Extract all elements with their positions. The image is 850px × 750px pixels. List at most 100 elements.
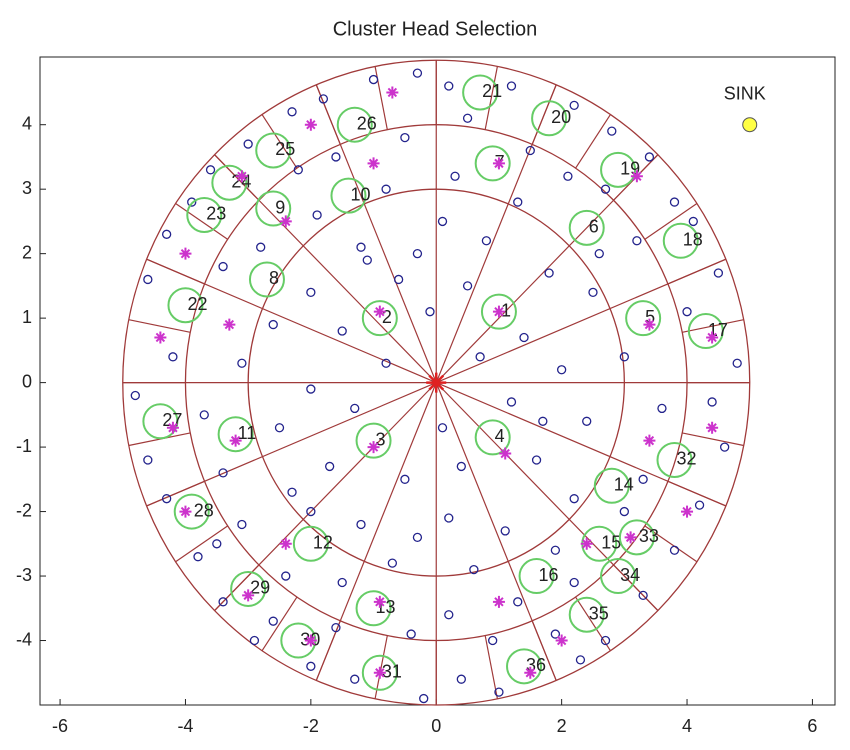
outer-sector-line [575, 114, 611, 169]
cluster-head-label: 35 [589, 603, 609, 623]
y-tick-label: 0 [22, 371, 32, 391]
cluster-head [600, 558, 637, 595]
sensor-node [287, 487, 297, 497]
sensor-node [306, 661, 316, 671]
x-tick-label: 0 [431, 716, 441, 736]
cluster-head [186, 196, 223, 233]
star-marker [179, 247, 192, 260]
cluster-head-label: 33 [639, 526, 659, 546]
sensor-node [212, 539, 222, 549]
outer-sector-line [682, 319, 744, 333]
cluster-head [625, 300, 662, 337]
cluster-head-label: 23 [206, 204, 226, 224]
sensor-node [293, 165, 303, 175]
sink [742, 117, 758, 133]
sensor-node [569, 494, 579, 504]
sensor-node [412, 68, 423, 78]
cluster-head-label: 6 [589, 217, 599, 237]
y-tick-label: -4 [16, 629, 32, 649]
outer-sector-line [374, 635, 388, 699]
sensor-node [494, 687, 504, 697]
sensor-node [538, 416, 548, 426]
sensor-node [488, 635, 498, 646]
x-tick-label: -2 [303, 716, 319, 736]
sensor-node [456, 461, 466, 472]
outer-sector-line [682, 432, 744, 447]
sensor-node [143, 274, 153, 285]
sensor-node [556, 365, 567, 375]
cluster-head-label: 34 [620, 565, 640, 585]
outer-sector-line [484, 635, 498, 699]
sensor-node [306, 287, 316, 297]
outer-sector-line [146, 258, 205, 285]
sensor-node [669, 545, 680, 555]
sensor-node [506, 397, 517, 407]
sensor-node [550, 629, 561, 639]
sensor-node [400, 474, 410, 484]
star-marker [304, 634, 317, 647]
cluster-head-label: 1 [501, 300, 511, 320]
cluster-head-label: 10 [350, 184, 370, 204]
sink-label: SINK [724, 83, 766, 103]
star-marker [223, 318, 236, 331]
sensor-node [437, 216, 448, 227]
cluster-head [600, 151, 637, 188]
star-marker [229, 434, 242, 447]
sensor-node [707, 397, 717, 407]
sensor-node [143, 455, 153, 465]
sensor-node [657, 403, 667, 414]
sensor-node [550, 545, 561, 555]
cluster-head-label: 26 [357, 113, 377, 133]
sensor-node [205, 165, 216, 175]
sensor-node [381, 184, 391, 194]
sensor-node [243, 139, 253, 149]
star-marker [367, 441, 380, 454]
cluster-head [230, 570, 267, 607]
outer-sector-line [261, 596, 298, 651]
sensor-node [400, 132, 410, 143]
sensor-node [600, 184, 611, 194]
cluster-head-label: 14 [614, 475, 634, 495]
sensor-node [331, 622, 341, 633]
star-marker [279, 537, 292, 550]
sensor-node [638, 590, 648, 601]
cluster-head-label: 22 [187, 294, 207, 314]
cluster-head [656, 441, 693, 478]
sensor-node [199, 410, 209, 420]
cluster-head [687, 313, 724, 350]
outer-sector-line [175, 203, 229, 240]
outer-sector-line [175, 525, 229, 563]
sensor-node [632, 236, 642, 246]
star-marker [630, 170, 643, 183]
sensor-node [437, 423, 448, 433]
cluster-head [568, 209, 605, 246]
sensor-node [644, 152, 655, 162]
cluster-head [355, 422, 392, 459]
sensor-node [444, 81, 454, 91]
cluster-head-label: 31 [382, 662, 402, 682]
sensor-node [513, 197, 523, 207]
cluster-head [292, 525, 329, 562]
outer-sector-line [315, 620, 341, 681]
sensor-node [256, 242, 266, 252]
star-marker [373, 595, 386, 608]
outer-sector-line [644, 203, 698, 240]
star-marker [279, 215, 292, 228]
sensor-node [218, 261, 228, 272]
sensor-node [237, 358, 247, 368]
sensor-node [281, 571, 291, 581]
sensor-node [161, 494, 172, 504]
outer-sector-line [214, 154, 260, 201]
cluster-head [361, 654, 398, 691]
chart-title: Cluster Head Selection [333, 18, 538, 40]
center-marker [426, 372, 447, 393]
cluster-head [336, 106, 373, 143]
outer-sector-line [531, 84, 557, 145]
sensor-node [513, 597, 523, 607]
sensor-node [187, 197, 197, 207]
sensor-node [450, 171, 460, 181]
y-tick-label: -3 [16, 565, 32, 585]
star-marker [492, 595, 505, 608]
outer-sector-line [531, 620, 557, 681]
y-tick-label: -1 [16, 436, 32, 456]
